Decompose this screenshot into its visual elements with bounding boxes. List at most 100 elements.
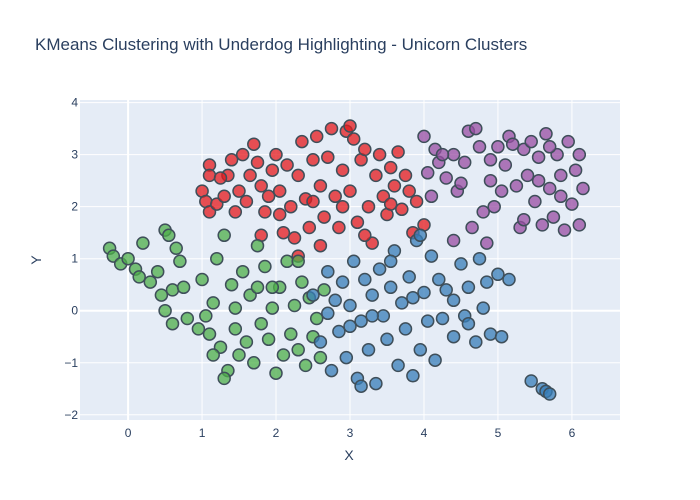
data-point-cluster-2 — [332, 324, 346, 339]
data-point-cluster-3 — [494, 184, 509, 198]
data-point-cluster-0 — [239, 194, 254, 209]
data-point-cluster-1 — [217, 228, 231, 243]
data-point-cluster-0 — [324, 121, 339, 136]
data-point-cluster-1 — [287, 298, 302, 313]
data-point-cluster-1 — [165, 283, 180, 297]
data-point-cluster-2 — [491, 267, 505, 282]
data-point-cluster-3 — [454, 176, 468, 191]
data-point-cluster-0 — [346, 132, 361, 146]
data-point-cluster-1 — [265, 280, 280, 295]
data-point-cluster-1 — [191, 322, 206, 336]
data-point-cluster-1 — [232, 348, 246, 362]
data-point-cluster-1 — [269, 366, 283, 380]
data-point-cluster-3 — [483, 173, 498, 188]
data-point-cluster-1 — [261, 332, 276, 347]
x-tick-label: 0 — [125, 426, 132, 440]
data-point-cluster-2 — [398, 322, 413, 336]
data-point-cluster-2 — [461, 316, 476, 331]
data-point-cluster-0 — [387, 179, 402, 193]
data-point-cluster-2 — [306, 288, 320, 302]
data-point-cluster-0 — [313, 238, 328, 253]
data-point-cluster-2 — [469, 335, 483, 349]
data-point-cluster-3 — [420, 166, 435, 180]
data-point-cluster-2 — [428, 353, 442, 367]
data-point-cluster-1 — [250, 280, 265, 295]
x-tick-label: 5 — [495, 426, 502, 440]
data-point-cluster-1 — [176, 280, 191, 295]
data-point-cluster-0 — [335, 163, 350, 177]
data-point-cluster-2 — [413, 343, 428, 357]
data-point-cluster-0 — [335, 199, 350, 214]
data-point-cluster-3 — [542, 140, 557, 154]
data-point-cluster-3 — [509, 179, 524, 193]
data-point-cluster-3 — [557, 223, 572, 237]
data-point-cluster-0 — [350, 215, 365, 230]
data-point-cluster-1 — [280, 254, 294, 269]
data-point-cluster-1 — [210, 251, 224, 266]
data-point-cluster-2 — [502, 272, 516, 287]
x-tick-label: 6 — [569, 426, 576, 440]
data-point-cluster-0 — [358, 228, 372, 243]
data-point-cluster-0 — [235, 147, 250, 162]
data-point-cluster-1 — [291, 343, 305, 357]
data-point-cluster-3 — [505, 137, 520, 151]
data-point-cluster-2 — [542, 387, 557, 401]
data-point-cluster-0 — [343, 184, 357, 198]
data-point-cluster-3 — [561, 134, 575, 149]
data-point-cluster-2 — [372, 262, 387, 276]
data-point-cluster-3 — [568, 163, 583, 177]
y-tick-label: 4 — [71, 96, 78, 110]
data-point-cluster-1 — [247, 356, 261, 370]
data-point-cluster-1 — [313, 350, 328, 365]
data-point-cluster-1 — [158, 303, 172, 318]
data-point-cluster-0 — [258, 205, 272, 219]
data-point-cluster-1 — [180, 311, 195, 326]
data-point-cluster-0 — [302, 220, 317, 235]
data-point-cluster-0 — [313, 179, 328, 193]
data-point-cluster-3 — [520, 168, 535, 183]
x-tick-label: 2 — [273, 426, 280, 440]
data-point-cluster-1 — [173, 254, 187, 269]
data-point-cluster-0 — [317, 210, 331, 224]
data-point-cluster-0 — [276, 225, 291, 240]
data-point-cluster-2 — [395, 296, 409, 310]
data-point-cluster-3 — [542, 181, 557, 196]
data-point-cluster-0 — [372, 147, 387, 162]
data-point-cluster-1 — [239, 335, 254, 349]
data-point-cluster-0 — [321, 150, 335, 164]
data-point-cluster-3 — [417, 129, 431, 144]
data-point-cluster-0 — [224, 153, 239, 167]
data-point-cluster-3 — [517, 212, 531, 227]
data-point-cluster-1 — [295, 275, 309, 289]
data-point-cluster-2 — [413, 228, 428, 243]
data-point-cluster-3 — [476, 205, 490, 219]
data-point-cluster-2 — [313, 335, 328, 349]
data-point-cluster-3 — [554, 189, 568, 204]
x-tick-label: 1 — [199, 426, 206, 440]
data-point-cluster-1 — [150, 264, 165, 279]
data-point-cluster-3 — [565, 197, 579, 211]
data-point-cluster-3 — [483, 153, 498, 167]
data-point-cluster-2 — [461, 280, 476, 295]
data-point-cluster-2 — [406, 290, 420, 305]
y-tick-label: 1 — [71, 252, 78, 266]
data-point-cluster-0 — [232, 184, 246, 198]
data-point-cluster-0 — [287, 231, 302, 245]
data-point-cluster-2 — [435, 311, 450, 326]
data-point-cluster-1 — [154, 288, 169, 302]
chart-title: KMeans Clustering with Underdog Highligh… — [35, 35, 527, 54]
data-point-cluster-2 — [321, 264, 335, 279]
data-point-cluster-0 — [265, 163, 280, 177]
data-point-cluster-0 — [272, 184, 287, 198]
data-point-cluster-3 — [539, 127, 553, 141]
data-point-cluster-1 — [284, 327, 298, 341]
data-point-cluster-2 — [358, 272, 372, 287]
data-point-cluster-3 — [572, 147, 587, 162]
data-point-cluster-0 — [328, 189, 342, 204]
data-point-cluster-0 — [295, 134, 309, 149]
x-tick-label: 3 — [347, 426, 354, 440]
data-point-cluster-3 — [524, 134, 538, 149]
data-point-cluster-2 — [343, 298, 357, 313]
data-point-cluster-0 — [309, 129, 324, 144]
